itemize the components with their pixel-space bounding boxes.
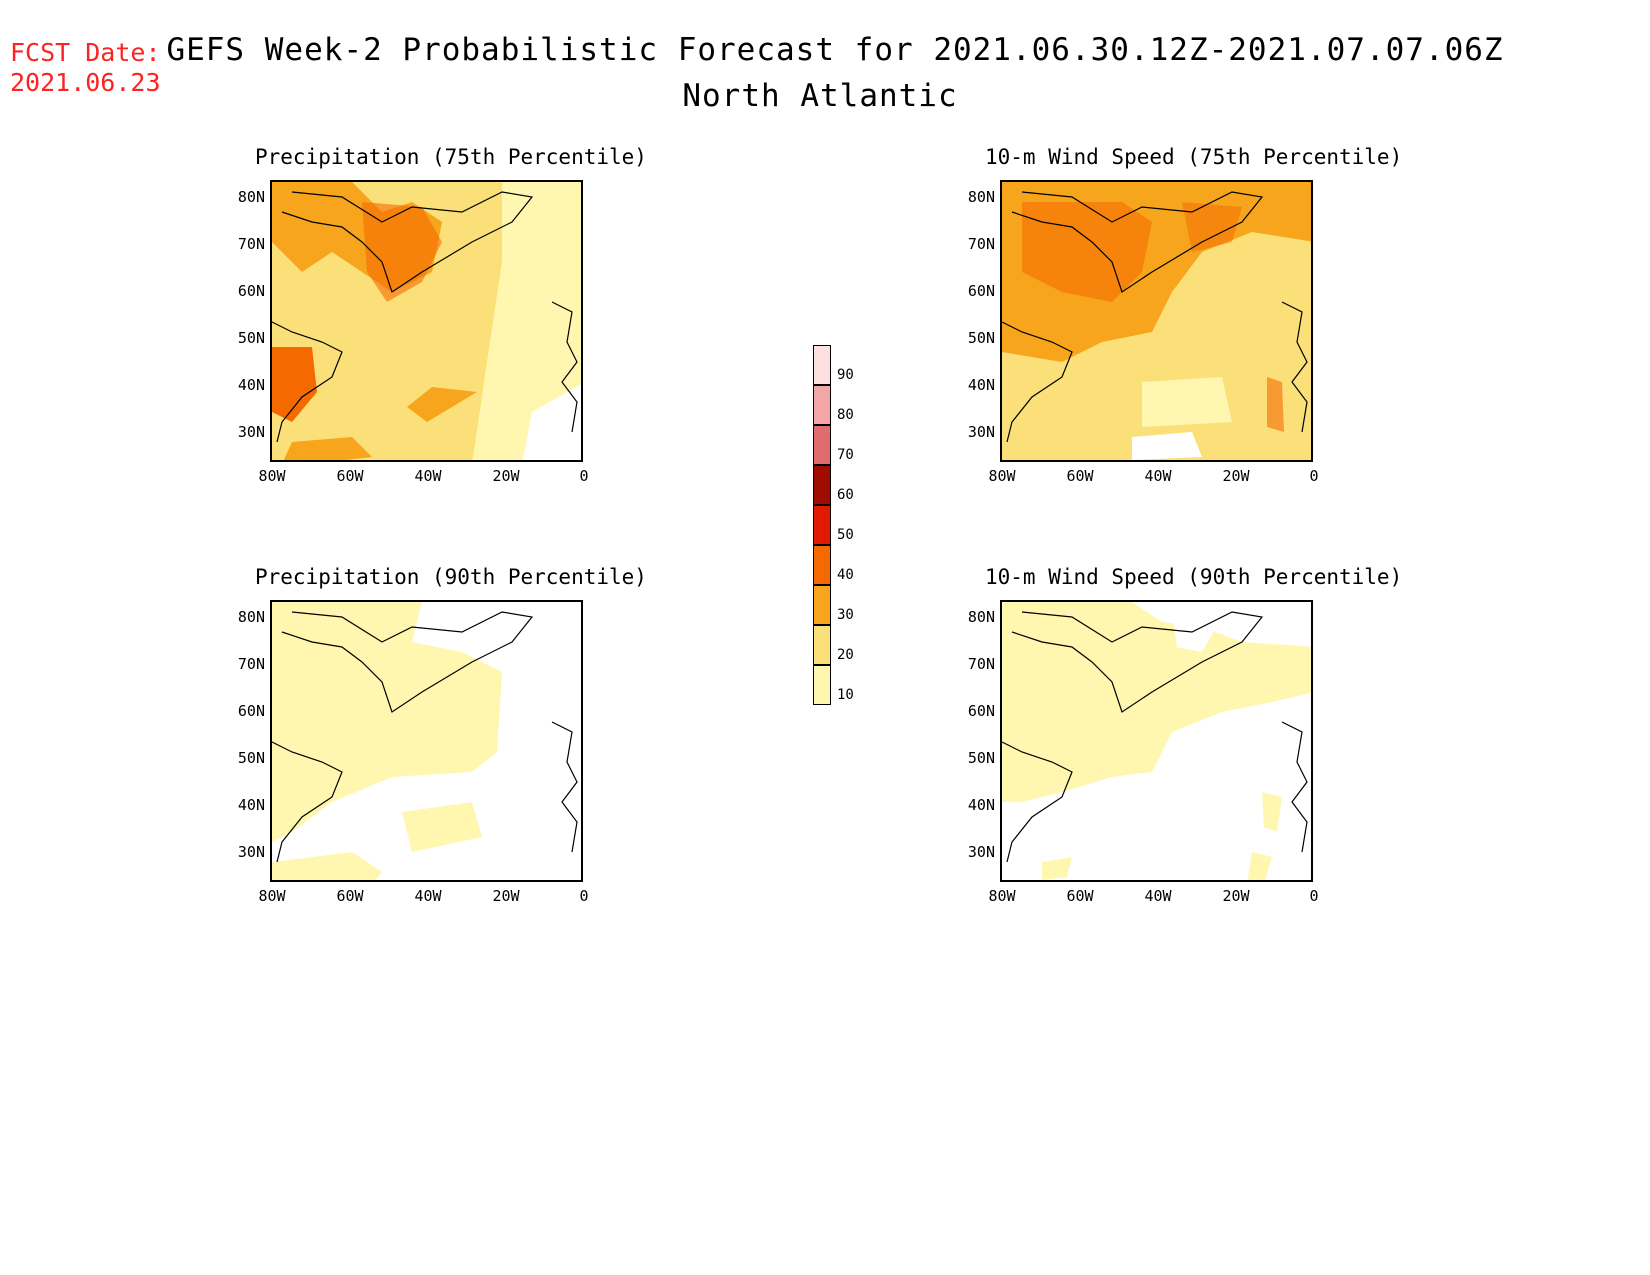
lon-label: 40W <box>1144 467 1172 485</box>
map-precip-90 <box>270 600 583 882</box>
forecast-date-value: 2021.06.23 <box>10 68 161 97</box>
legend-label: 80 <box>837 407 854 423</box>
forecast-date-label: FCST Date: <box>10 38 161 67</box>
legend-label: 10 <box>837 687 854 703</box>
panel-title: Precipitation (75th Percentile) <box>255 145 647 169</box>
lat-label: 50N <box>237 749 265 767</box>
lat-label: 40N <box>237 796 265 814</box>
legend-swatch <box>813 505 831 545</box>
lat-label: 80N <box>967 188 995 206</box>
lon-label: 0 <box>579 887 589 905</box>
lon-label: 80W <box>258 467 286 485</box>
legend-label: 30 <box>837 607 854 623</box>
lon-label: 60W <box>336 887 364 905</box>
legend-label: 40 <box>837 567 854 583</box>
lat-label: 70N <box>237 655 265 673</box>
lon-label: 0 <box>1309 467 1319 485</box>
legend-label: 20 <box>837 647 854 663</box>
lat-label: 40N <box>237 376 265 394</box>
lat-label: 60N <box>237 702 265 720</box>
legend-swatch <box>813 625 831 665</box>
lat-label: 40N <box>967 376 995 394</box>
legend-swatch <box>813 425 831 465</box>
lon-label: 60W <box>336 467 364 485</box>
legend-label: 70 <box>837 447 854 463</box>
page-subtitle: North Atlantic <box>682 78 958 114</box>
panel-wind-90: 10-m Wind Speed (90th Percentile) 80N 70… <box>955 565 1475 955</box>
lon-label: 80W <box>988 887 1016 905</box>
lat-label: 50N <box>967 749 995 767</box>
legend-swatch <box>813 465 831 505</box>
map-precip-75 <box>270 180 583 462</box>
map-precip-75-field <box>272 182 581 460</box>
legend-swatch <box>813 345 831 385</box>
lat-label: 30N <box>967 423 995 441</box>
lat-label: 80N <box>237 188 265 206</box>
legend-label: 60 <box>837 487 854 503</box>
legend-swatch <box>813 545 831 585</box>
map-wind-90 <box>1000 600 1313 882</box>
map-precip-90-field <box>272 602 581 880</box>
lon-label: 20W <box>492 467 520 485</box>
map-wind-90-field <box>1002 602 1311 880</box>
panel-precip-90: Precipitation (90th Percentile) 80N 70N … <box>225 565 745 955</box>
lat-label: 30N <box>237 423 265 441</box>
lon-label: 80W <box>258 887 286 905</box>
lat-label: 60N <box>967 702 995 720</box>
legend-swatch <box>813 665 831 705</box>
panel-precip-75: Precipitation (75th Percentile) 80N 70N … <box>225 145 745 535</box>
lat-label: 70N <box>237 235 265 253</box>
lat-label: 30N <box>967 843 995 861</box>
lon-label: 20W <box>1222 467 1250 485</box>
lat-label: 70N <box>967 655 995 673</box>
lon-label: 0 <box>1309 887 1319 905</box>
lon-label: 80W <box>988 467 1016 485</box>
lat-label: 30N <box>237 843 265 861</box>
panel-title: Precipitation (90th Percentile) <box>255 565 647 589</box>
legend-label: 50 <box>837 527 854 543</box>
color-legend: 10 20 30 40 50 60 70 80 90 <box>805 335 865 735</box>
lat-label: 40N <box>967 796 995 814</box>
lat-label: 80N <box>967 608 995 626</box>
page-title: GEFS Week-2 Probabilistic Forecast for 2… <box>166 32 1504 68</box>
lat-label: 80N <box>237 608 265 626</box>
lat-label: 60N <box>967 282 995 300</box>
lat-label: 50N <box>237 329 265 347</box>
panel-title: 10-m Wind Speed (75th Percentile) <box>985 145 1403 169</box>
forecast-date-block: FCST Date: 2021.06.23 <box>10 38 161 98</box>
map-wind-75 <box>1000 180 1313 462</box>
lat-label: 70N <box>967 235 995 253</box>
legend-swatch <box>813 385 831 425</box>
lat-label: 50N <box>967 329 995 347</box>
lon-label: 20W <box>492 887 520 905</box>
map-wind-75-field <box>1002 182 1311 460</box>
legend-label: 90 <box>837 367 854 383</box>
lon-label: 60W <box>1066 887 1094 905</box>
panel-wind-75: 10-m Wind Speed (75th Percentile) 80N 70… <box>955 145 1475 535</box>
lon-label: 60W <box>1066 467 1094 485</box>
lat-label: 60N <box>237 282 265 300</box>
lon-label: 0 <box>579 467 589 485</box>
panel-title: 10-m Wind Speed (90th Percentile) <box>985 565 1403 589</box>
lon-label: 40W <box>414 887 442 905</box>
lon-label: 40W <box>414 467 442 485</box>
lon-label: 20W <box>1222 887 1250 905</box>
legend-swatch <box>813 585 831 625</box>
lon-label: 40W <box>1144 887 1172 905</box>
